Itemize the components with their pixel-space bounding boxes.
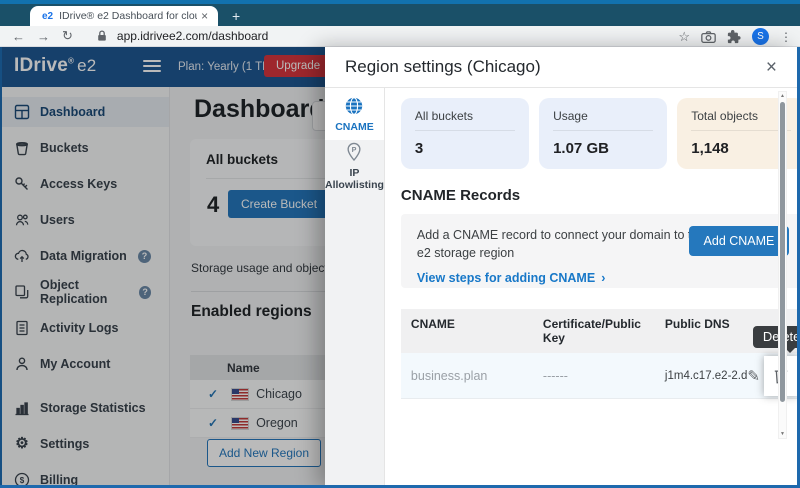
stat-card-usage: Usage 1.07 GB xyxy=(539,98,668,169)
bucket-count: 4 xyxy=(207,192,220,217)
new-tab-button[interactable]: + xyxy=(232,8,241,24)
window-border-bottom xyxy=(0,485,800,488)
scrollbar-thumb[interactable] xyxy=(780,102,785,402)
us-flag-icon xyxy=(232,417,249,429)
idrive-e2-logo[interactable]: IDrive® e2 xyxy=(14,55,97,76)
svg-text:$: $ xyxy=(20,476,25,485)
svg-text:P: P xyxy=(352,145,357,154)
cloud-upload-icon xyxy=(14,249,29,262)
window-border-left xyxy=(0,47,2,485)
stat-value: 3 xyxy=(414,140,424,157)
reload-icon[interactable]: ↻ xyxy=(62,28,73,43)
favicon-e2: e2 xyxy=(42,10,54,22)
back-icon[interactable]: ← xyxy=(12,28,25,44)
replication-icon xyxy=(15,285,29,299)
stat-card-all-buckets: All buckets 3 xyxy=(400,98,530,169)
panel-title: Region settings (Chicago) xyxy=(345,57,541,76)
plan-label: Plan: Yearly (1 TB) xyxy=(178,61,274,73)
url-text[interactable]: app.idrivee2.com/dashboard xyxy=(116,29,269,43)
browser-menu-icon[interactable]: ⋮ xyxy=(780,29,792,44)
stat-value: 1,148 xyxy=(691,140,729,157)
browser-toolbar-right: ☆ S ⋮ xyxy=(678,26,792,47)
panel-scrollbar[interactable]: ▲ ▼ xyxy=(778,91,787,439)
browser-url-bar: ← → ↻ app.idrivee2.com/dashboard xyxy=(0,26,800,47)
sidebar-item-storage-statistics[interactable]: Storage Statistics xyxy=(0,393,169,423)
sidebar-item-activity-logs[interactable]: Activity Logs xyxy=(0,313,169,343)
close-icon[interactable]: × xyxy=(765,56,777,78)
add-cname-button[interactable]: Add CNAME xyxy=(688,226,790,256)
globe-icon xyxy=(346,96,363,115)
browser-tab[interactable]: e2 IDrive® e2 Dashboard for cloud × xyxy=(30,6,218,26)
certificate-value: ------ xyxy=(542,369,568,383)
key-icon xyxy=(15,177,28,190)
sidebar-item-object-replication[interactable]: Object Replication ? xyxy=(0,277,169,307)
enabled-regions-title: Enabled regions xyxy=(191,303,312,320)
panel-tab-rail: CNAME P IP Allowlisting xyxy=(325,88,385,488)
check-icon: ✓ xyxy=(208,387,219,401)
help-badge-icon[interactable]: ? xyxy=(138,249,151,263)
stat-value: 1.07 GB xyxy=(553,140,609,157)
window-top-strip xyxy=(0,0,800,4)
document-icon xyxy=(16,320,28,336)
cname-table: CNAME Certificate/Public Key Public DNS … xyxy=(400,309,800,399)
create-bucket-button[interactable]: Create Bucket xyxy=(228,190,331,218)
scroll-up-icon[interactable]: ▲ xyxy=(780,93,785,99)
sidebar-item-my-account[interactable]: My Account xyxy=(0,349,169,379)
add-new-region-button[interactable]: Add New Region xyxy=(207,439,321,467)
sidebar-item-dashboard[interactable]: Dashboard xyxy=(0,97,169,127)
sidebar-item-users[interactable]: Users xyxy=(0,205,169,235)
tab-cname[interactable]: CNAME xyxy=(325,88,384,140)
storage-usage-note: Storage usage and object count xyxy=(191,261,361,275)
cname-table-header: CNAME Certificate/Public Key Public DNS xyxy=(400,309,800,353)
panel-content: All buckets 3 Usage 1.07 GB Total object… xyxy=(385,88,800,488)
person-icon xyxy=(16,357,28,371)
chevron-right-icon: › xyxy=(601,271,606,286)
help-badge-icon[interactable]: ? xyxy=(139,285,151,299)
edit-pencil-icon[interactable]: ✎ xyxy=(747,368,760,385)
stats-row: All buckets 3 Usage 1.07 GB Total object… xyxy=(400,98,800,169)
cname-table-row: business.plan ------ j1m4.c17.e2-2.d ✎ D… xyxy=(400,326,800,399)
row-actions: ✎ Delete xyxy=(747,326,800,399)
extensions-puzzle-icon[interactable] xyxy=(727,29,741,44)
sidebar-nav: Dashboard Buckets Access Keys Users Data… xyxy=(0,87,170,488)
scroll-down-icon[interactable]: ▼ xyxy=(780,431,785,437)
region-settings-panel: Region settings (Chicago) × CNAME P IP A… xyxy=(325,47,800,488)
delete-tooltip: Delete xyxy=(752,326,800,353)
cname-description: Add a CNAME record to connect your domai… xyxy=(416,228,706,261)
tab-close-icon[interactable]: × xyxy=(201,9,209,23)
profile-avatar[interactable]: S xyxy=(752,28,769,45)
panel-header: Region settings (Chicago) × xyxy=(325,47,797,88)
tab-ip-allowlisting[interactable]: P IP Allowlisting xyxy=(325,140,384,192)
view-steps-link[interactable]: View steps for adding CNAME › xyxy=(416,271,606,286)
sidebar-item-buckets[interactable]: Buckets xyxy=(0,133,169,163)
dashboard-icon xyxy=(14,104,30,120)
browser-tab-bar: e2 IDrive® e2 Dashboard for cloud × + xyxy=(0,4,800,26)
window-border-right xyxy=(797,47,800,488)
us-flag-icon xyxy=(232,388,249,400)
check-icon: ✓ xyxy=(208,416,219,430)
location-pin-icon: P xyxy=(347,142,361,161)
tab-title: IDrive® e2 Dashboard for cloud xyxy=(59,10,198,22)
page-title: Dashboard xyxy=(194,95,325,123)
sidebar-item-access-keys[interactable]: Access Keys xyxy=(0,169,169,199)
camera-extension-icon[interactable] xyxy=(701,30,716,43)
cname-records-heading: CNAME Records xyxy=(400,187,521,204)
bar-chart-icon xyxy=(15,402,29,416)
card-divider xyxy=(206,178,390,179)
bucket-icon xyxy=(15,141,29,156)
cname-info-box: Add a CNAME record to connect your domai… xyxy=(400,214,800,288)
cname-value: business.plan xyxy=(410,369,488,383)
sidebar-item-data-migration[interactable]: Data Migration ? xyxy=(0,241,169,271)
users-icon xyxy=(15,214,29,226)
gear-icon: ⚙ xyxy=(15,435,29,452)
forward-icon[interactable]: → xyxy=(37,28,50,44)
hamburger-menu-icon[interactable] xyxy=(143,60,161,75)
public-dns-value: j1m4.c17.e2-2.d xyxy=(664,370,748,382)
bookmark-star-icon[interactable]: ☆ xyxy=(678,28,690,44)
sidebar-item-settings[interactable]: ⚙ Settings xyxy=(15,435,90,452)
card-title: All buckets xyxy=(206,152,279,167)
lock-icon[interactable] xyxy=(95,29,109,43)
upgrade-button[interactable]: Upgrade xyxy=(264,55,333,77)
